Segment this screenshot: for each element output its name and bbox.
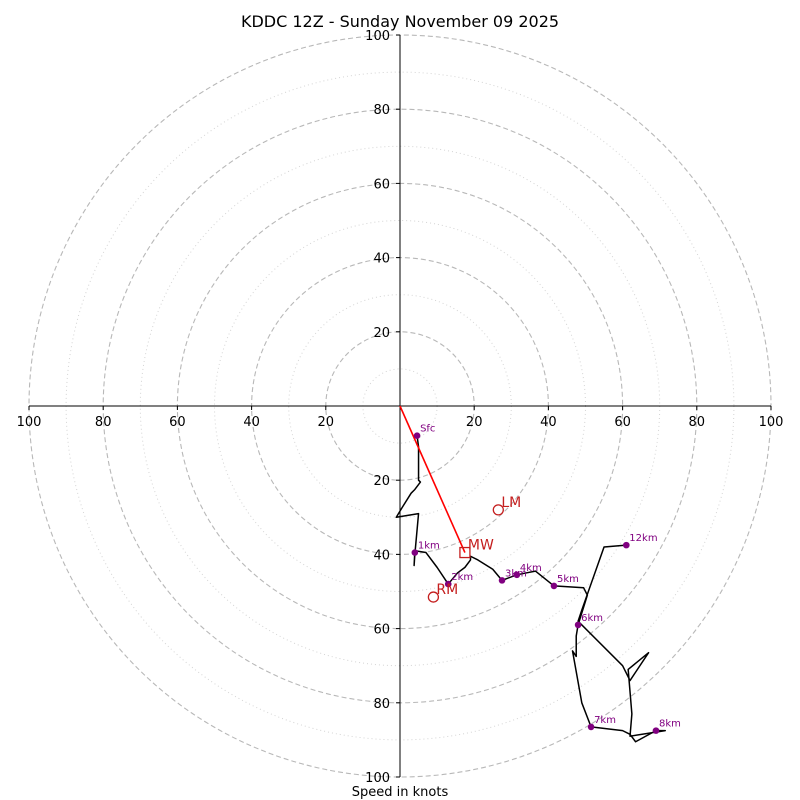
x-tick-label: 100 (759, 415, 784, 430)
height-marker-label: 1km (418, 541, 440, 552)
height-marker-point (550, 582, 558, 590)
height-marker-point (513, 571, 521, 579)
height-marker-point (498, 577, 506, 584)
y-tick-label: 100 (365, 771, 390, 786)
storm-motion-marker (427, 591, 440, 603)
storm-motion-label: LM (501, 495, 521, 511)
y-tick-label: 60 (373, 623, 390, 638)
height-marker-point (574, 621, 582, 629)
height-marker-label: 8km (659, 719, 681, 730)
x-tick-label: 20 (466, 415, 483, 430)
shear-vector-line (399, 405, 466, 553)
height-marker-label: 7km (594, 715, 616, 726)
height-marker-label: 4km (520, 563, 542, 574)
height-marker-point (411, 549, 419, 556)
height-marker-label: 5km (557, 574, 579, 585)
x-axis-label: Speed in knots (352, 785, 449, 800)
x-tick-label: 20 (318, 415, 335, 430)
x-tick-label: 40 (540, 415, 557, 430)
storm-motion-label: MW (468, 538, 494, 554)
tick-labels: 100 80 60 40 20 20 40 60 80 100 20 40 60 80 100 20 40 60 8… (17, 29, 784, 786)
x-tick-label: 60 (169, 415, 186, 430)
height-marker-point (587, 723, 595, 731)
y-tick-label: 80 (373, 103, 390, 118)
y-tick-label: 80 (373, 697, 390, 712)
x-tick-label: 80 (689, 415, 706, 430)
height-marker-label: 2km (451, 572, 473, 583)
storm-motion-label: RM (436, 582, 458, 598)
height-marker-point (444, 580, 452, 588)
y-tick-label: 100 (365, 29, 390, 44)
height-marker-point (413, 432, 421, 439)
x-tick-label: 40 (243, 415, 260, 430)
storm-motion-marker (492, 504, 504, 516)
y-tick-label: 40 (373, 548, 390, 563)
storm-motion-marker (459, 546, 471, 559)
y-tick-label: 40 (373, 252, 390, 267)
height-marker-label: 6km (581, 613, 603, 624)
height-marker-point (623, 541, 630, 549)
x-tick-label: 60 (614, 415, 631, 430)
height-marker-label: Sfc (420, 424, 435, 435)
y-tick-label: 20 (373, 474, 390, 489)
height-marker-label: 12km (629, 533, 657, 544)
x-tick-label: 100 (17, 415, 42, 430)
y-tick-label: 60 (373, 177, 390, 192)
x-tick-label: 80 (95, 415, 112, 430)
y-tick-label: 20 (373, 326, 390, 341)
hodograph-trace (395, 435, 667, 743)
hodograph-series: Sfc1km2km3km4km5km6km7km8km12kmLMMWRM (395, 405, 681, 743)
height-marker-point (652, 727, 660, 734)
chart-title: KDDC 12Z - Sunday November 09 2025 (241, 12, 559, 31)
